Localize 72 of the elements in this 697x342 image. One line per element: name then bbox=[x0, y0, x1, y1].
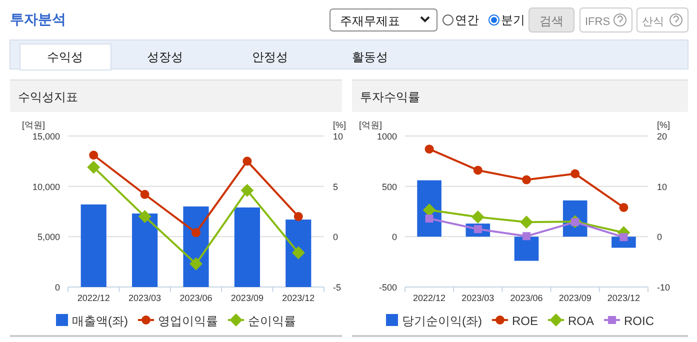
y-axis-title: [억원] bbox=[359, 120, 382, 130]
legend-label: ROA bbox=[568, 314, 594, 328]
y-tick-label: 5,000 bbox=[37, 232, 60, 242]
text: 연간 bbox=[455, 13, 479, 27]
point bbox=[140, 190, 150, 199]
text: IFRS bbox=[585, 16, 610, 28]
point bbox=[292, 246, 305, 260]
x-tick-label: 2022/12 bbox=[413, 293, 446, 303]
text: 성장성 bbox=[147, 50, 183, 64]
x-tick-label: 2023/09 bbox=[558, 293, 592, 303]
y-tick-label: 10,000 bbox=[32, 182, 60, 192]
legend-label: ROIC bbox=[624, 314, 654, 328]
x-tick-label: 2023/12 bbox=[282, 293, 315, 303]
x-tick-label: 2023/03 bbox=[462, 293, 494, 303]
point bbox=[620, 233, 628, 242]
point bbox=[425, 214, 434, 223]
chart-title: 수익성지표 bbox=[18, 90, 78, 104]
point bbox=[520, 216, 533, 229]
point bbox=[242, 156, 252, 166]
y2-tick-label: 10 bbox=[657, 182, 668, 192]
point bbox=[190, 257, 202, 270]
y2-axis-title: [%] bbox=[333, 120, 346, 130]
x-tick-label: 2023/06 bbox=[510, 293, 543, 303]
y-tick-label: 0 bbox=[54, 282, 60, 292]
y-tick-label: 15,000 bbox=[32, 132, 60, 142]
y2-tick-label: 0 bbox=[333, 232, 338, 242]
point bbox=[240, 184, 254, 197]
legend-label: ROE bbox=[512, 314, 538, 328]
point bbox=[138, 210, 152, 224]
legend-label: 순이익률 bbox=[248, 314, 296, 328]
y2-tick-label: 0 bbox=[657, 232, 662, 242]
y-tick-label: 500 bbox=[382, 182, 397, 192]
point bbox=[424, 144, 434, 154]
y2-tick-label: -10 bbox=[657, 282, 670, 292]
point bbox=[471, 210, 484, 224]
y-tick-label: 0 bbox=[392, 232, 397, 242]
point bbox=[522, 175, 531, 184]
x-tick-label: 2023/03 bbox=[128, 293, 162, 303]
text: 활동성 bbox=[352, 50, 388, 64]
text: 검색 bbox=[540, 14, 564, 28]
point bbox=[422, 203, 436, 216]
legend-label: 매출액(좌) bbox=[72, 314, 128, 328]
y-axis-title: [억원] bbox=[22, 120, 46, 130]
point bbox=[294, 212, 303, 222]
text: 주재무제표 bbox=[340, 14, 400, 28]
x-tick-label: 2023/12 bbox=[607, 293, 640, 303]
point bbox=[619, 202, 628, 212]
text: 투자분석 bbox=[10, 11, 66, 27]
bar bbox=[514, 236, 539, 261]
text: 산식 bbox=[642, 16, 664, 28]
x-tick-label: 2022/12 bbox=[77, 293, 110, 303]
chart-title: 투자수익률 bbox=[360, 90, 420, 104]
text: 안정성 bbox=[252, 50, 288, 64]
point bbox=[522, 232, 530, 240]
text: 수익성 bbox=[47, 50, 83, 64]
y2-axis-title: [%] bbox=[657, 120, 670, 130]
y2-tick-label: -5 bbox=[333, 282, 342, 292]
point bbox=[473, 166, 482, 175]
text: 분기 bbox=[501, 13, 525, 27]
y2-tick-label: 10 bbox=[333, 132, 344, 142]
y2-tick-label: 20 bbox=[657, 132, 668, 142]
x-tick-label: 2023/09 bbox=[230, 293, 264, 303]
point bbox=[89, 150, 98, 160]
point bbox=[570, 169, 580, 178]
legend-label: 당기순이익(좌) bbox=[402, 314, 482, 328]
legend-label: 영업이익률 bbox=[158, 314, 218, 328]
point bbox=[192, 228, 200, 238]
point bbox=[87, 160, 100, 174]
y2-tick-label: 5 bbox=[333, 182, 338, 192]
x-tick-label: 2023/06 bbox=[180, 293, 212, 303]
y-tick-label: 1000 bbox=[376, 132, 397, 142]
y-tick-label: -500 bbox=[378, 282, 397, 292]
